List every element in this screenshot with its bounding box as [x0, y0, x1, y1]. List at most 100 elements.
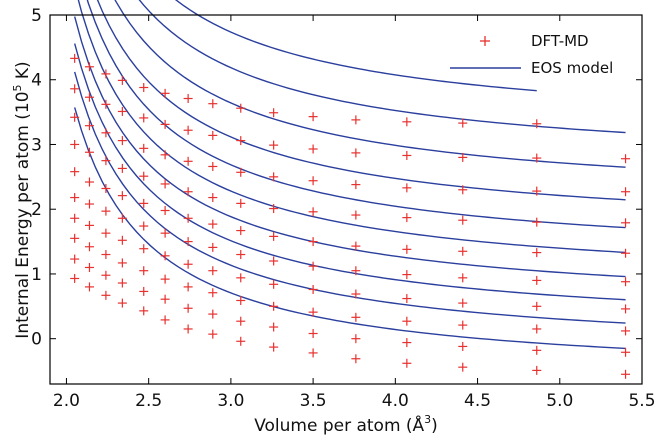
dft-md-point	[101, 156, 111, 166]
eos-curve	[114, 0, 626, 168]
dft-md-point	[458, 215, 468, 225]
dft-md-point	[101, 290, 111, 300]
dft-md-point	[458, 185, 468, 195]
dft-md-point	[402, 294, 412, 304]
dft-md-point	[70, 213, 80, 223]
dft-md-point	[269, 172, 279, 182]
dft-md-point	[308, 284, 318, 294]
eos-curves	[73, 0, 626, 350]
dft-md-point	[532, 324, 542, 334]
dft-md-point	[117, 75, 127, 85]
dft-md-point	[117, 136, 127, 146]
dft-md-point	[402, 316, 412, 326]
y-axis-label-superscript: 5	[11, 84, 24, 91]
dft-md-point	[84, 177, 94, 187]
dft-md-point	[236, 103, 246, 113]
x-tick-label: 3.0	[217, 391, 244, 411]
dft-md-point	[101, 99, 111, 109]
dft-md-point	[139, 143, 149, 153]
dft-md-point	[160, 206, 170, 216]
dft-md-point	[621, 304, 631, 314]
dft-md-point	[308, 207, 318, 217]
dft-md-point	[269, 140, 279, 150]
dft-md-point	[269, 256, 279, 266]
dft-md-point	[183, 324, 193, 334]
dft-md-point	[351, 312, 361, 322]
dft-md-point	[139, 221, 149, 231]
x-axis-label-main: Volume per atom (Å	[254, 414, 424, 436]
dft-md-point	[101, 228, 111, 238]
dft-md-point	[101, 128, 111, 138]
dft-md-point	[458, 298, 468, 308]
dft-md-point	[139, 306, 149, 316]
dft-md-point	[532, 217, 542, 227]
dft-md-point	[183, 213, 193, 223]
dft-md-point	[84, 199, 94, 209]
dft-md-point	[117, 298, 127, 308]
dft-md-point	[101, 250, 111, 260]
dft-md-point	[160, 294, 170, 304]
y-tick-label: 0	[31, 330, 42, 350]
dft-md-point	[532, 345, 542, 355]
dft-md-point	[402, 338, 412, 348]
dft-md-point	[351, 180, 361, 190]
dft-md-point	[183, 125, 193, 135]
eos-curve	[174, 0, 537, 92]
legend: DFT-MD EOS model	[450, 32, 613, 77]
dft-md-point	[117, 278, 127, 288]
dft-md-point	[208, 193, 218, 203]
dft-md-point	[236, 336, 246, 346]
dft-md-point	[160, 315, 170, 325]
dft-md-point	[139, 244, 149, 254]
legend-marker-dft-md	[480, 36, 490, 46]
dft-md-point	[160, 228, 170, 238]
dft-md-point	[84, 147, 94, 157]
dft-md-point	[84, 92, 94, 102]
dft-md-point	[402, 117, 412, 127]
dft-md-point	[351, 115, 361, 125]
dft-md-point	[308, 112, 318, 122]
dft-md-point	[458, 273, 468, 283]
dft-md-point	[101, 206, 111, 216]
dft-md-point	[402, 270, 412, 280]
dft-md-point	[183, 237, 193, 247]
dft-md-points	[70, 53, 631, 379]
dft-md-point	[183, 94, 193, 104]
x-tick-label: 5.5	[628, 391, 655, 411]
x-tick-label: 3.5	[300, 391, 327, 411]
x-tick-label: 5.0	[546, 391, 573, 411]
dft-md-point	[70, 139, 80, 149]
dft-md-point	[117, 163, 127, 173]
x-tick-label: 2.0	[53, 391, 80, 411]
dft-md-point	[117, 258, 127, 268]
dft-md-point	[269, 108, 279, 118]
y-axis-label: Internal Energy per atom (105 K)	[11, 61, 33, 338]
dft-md-point	[236, 295, 246, 305]
dft-md-point	[160, 251, 170, 261]
axis-ticks: 2.0 2.5 3.0 3.5 4.0 4.5 5.0 5.5 0 1 2 3 4 5	[31, 6, 655, 411]
dft-md-point	[269, 204, 279, 214]
dft-md-point	[308, 176, 318, 186]
dft-md-point	[84, 220, 94, 230]
y-tick-label: 5	[31, 6, 42, 26]
dft-md-point	[160, 150, 170, 160]
dft-md-point	[208, 288, 218, 298]
legend-label-eos-model: EOS model	[531, 59, 613, 77]
dft-md-point	[160, 179, 170, 189]
eos-curve	[86, 0, 626, 229]
plot-frame	[49, 14, 643, 385]
dft-md-point	[402, 358, 412, 368]
dft-md-point	[117, 213, 127, 223]
dft-md-point	[621, 277, 631, 287]
dft-md-point	[236, 136, 246, 146]
dft-md-point	[458, 118, 468, 128]
dft-md-point	[208, 130, 218, 140]
dft-md-point	[139, 171, 149, 181]
dft-md-point	[236, 250, 246, 260]
dft-md-point	[621, 154, 631, 164]
eos-curve	[73, 71, 626, 324]
dft-md-point	[84, 121, 94, 131]
dft-md-point	[236, 273, 246, 283]
dft-md-point	[351, 354, 361, 364]
